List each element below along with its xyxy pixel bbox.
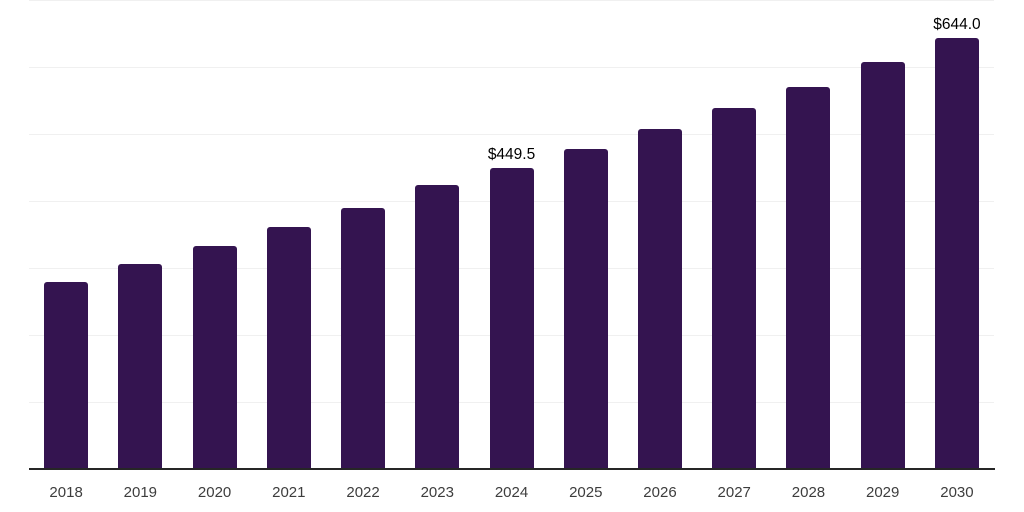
bar-slot-2027 (697, 0, 771, 469)
bar-slot-2029 (846, 0, 920, 469)
bar-slot-2021 (252, 0, 326, 469)
x-tick-label-2029: 2029 (866, 484, 900, 501)
bar-2028 (786, 86, 831, 469)
bar-slot-2022 (326, 0, 400, 469)
x-tick-label-2023: 2023 (420, 484, 454, 501)
bar-2024 (489, 167, 534, 469)
bar-2023 (415, 185, 460, 469)
x-axis-tick-labels: 2018 2019 2020 2021 2022 2023 2024 2025 2026 2027… (29, 484, 994, 502)
bar-2025 (563, 149, 608, 469)
bar-2020 (192, 245, 237, 469)
x-tick-label-2019: 2019 (123, 484, 158, 501)
plot-area: $449.5 $644.0 (29, 0, 994, 469)
bar-slot-2023 (400, 0, 474, 469)
bar-2029 (860, 61, 905, 469)
x-tick-label-2021: 2021 (272, 484, 306, 501)
bar-2026 (637, 129, 682, 469)
gridline-500 (29, 134, 994, 135)
bar-2021 (266, 226, 311, 469)
x-tick-label-2020: 2020 (197, 484, 232, 501)
gridline-600 (29, 67, 994, 68)
x-tick-label-2030: 2030 (940, 484, 974, 501)
bar-slot-2018 (29, 0, 103, 469)
x-tick-label-2027: 2027 (717, 484, 751, 501)
bar-value-label-2024: $449.5 (487, 146, 536, 164)
x-axis-line (29, 468, 995, 470)
x-tick-label-2028: 2028 (791, 484, 826, 501)
bars-container: $449.5 $644.0 (29, 0, 994, 469)
bar-2019 (118, 264, 163, 469)
bar-2030 (934, 37, 979, 469)
bar-2022 (341, 208, 386, 469)
gridline-700 (29, 0, 994, 1)
bar-2018 (44, 282, 89, 469)
bar-slot-2024: $449.5 (474, 0, 548, 469)
bar-slot-2025 (549, 0, 623, 469)
bar-slot-2020 (177, 0, 251, 469)
x-tick-label-2018: 2018 (49, 484, 83, 501)
bar-value-label-2030: $644.0 (933, 16, 981, 34)
bar-slot-2028 (771, 0, 845, 469)
x-tick-label-2022: 2022 (346, 484, 380, 501)
bar-slot-2026 (623, 0, 697, 469)
x-tick-label-2026: 2026 (643, 484, 677, 501)
bar-slot-2019 (103, 0, 177, 469)
x-tick-label-2024: 2024 (494, 484, 529, 501)
bar-2027 (712, 108, 757, 469)
x-tick-label-2025: 2025 (569, 484, 603, 501)
bar-slot-2030: $644.0 (920, 0, 994, 469)
